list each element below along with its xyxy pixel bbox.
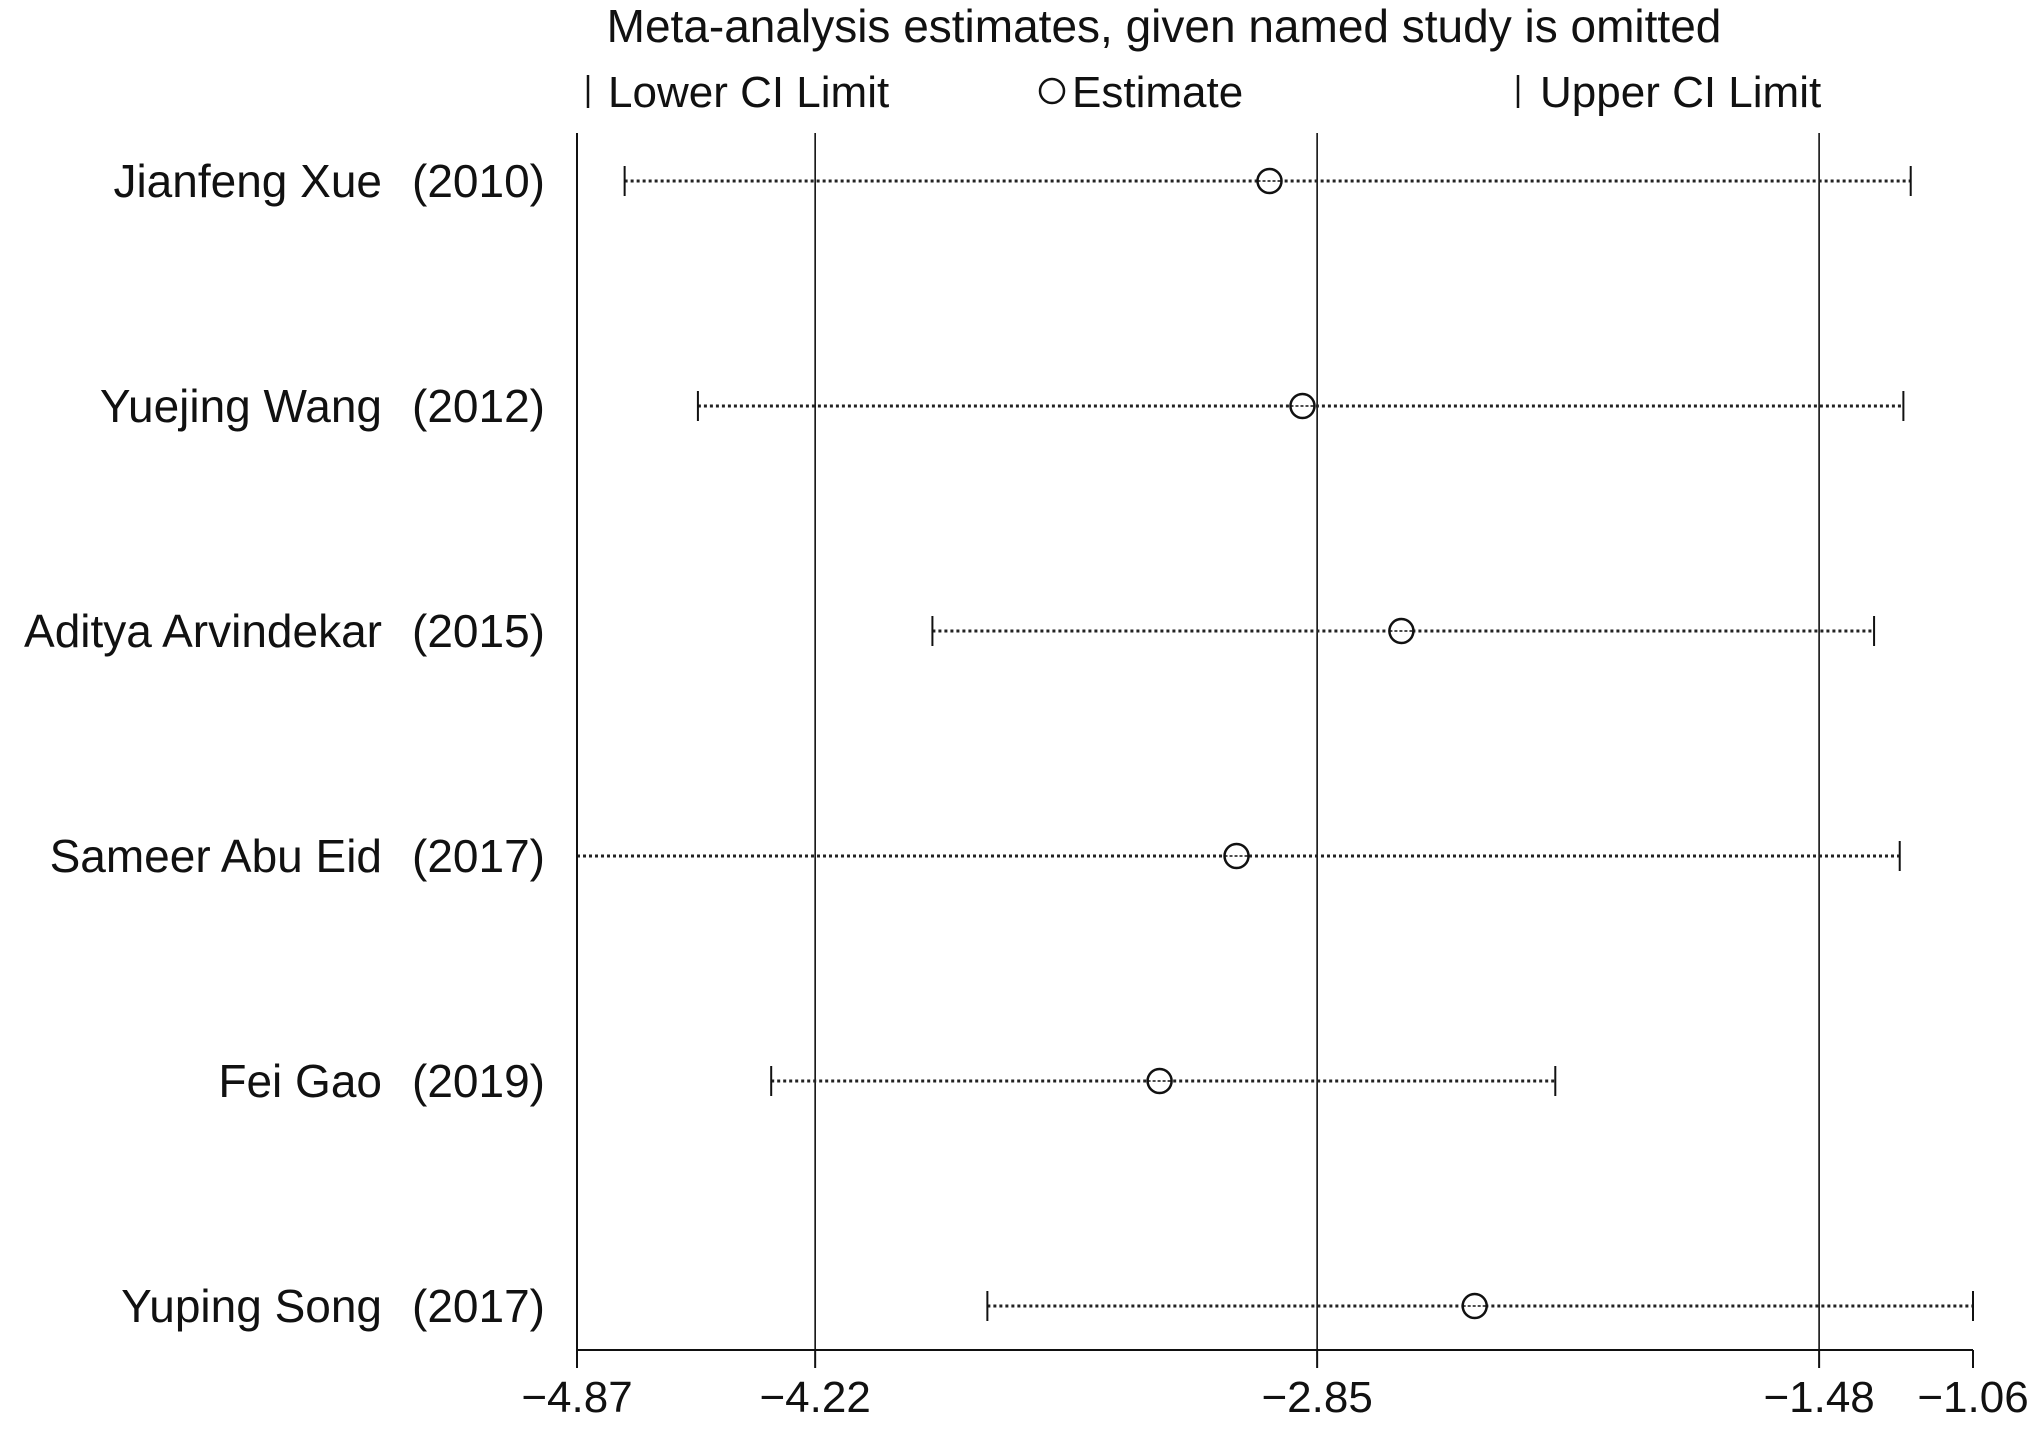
- study-year-label: (2017): [412, 1280, 545, 1332]
- study-year-label: (2019): [412, 1055, 545, 1107]
- legend-estimate-marker: [1038, 77, 1066, 105]
- legend-item: Estimate: [1038, 68, 1243, 117]
- study-row: [696, 391, 1905, 421]
- x-tick-label: −1.48: [1763, 1373, 1874, 1422]
- x-tick-label: −2.85: [1261, 1373, 1372, 1422]
- legend: Lower CI Limit Estimate Upper CI Limit: [586, 68, 1821, 117]
- study-row: [623, 166, 1912, 196]
- study-row: [770, 1066, 1557, 1096]
- study-year-label: (2012): [412, 380, 545, 432]
- legend-label: Lower CI Limit: [608, 68, 889, 117]
- study-name-label: Yuejing Wang: [100, 380, 382, 432]
- legend-label: Estimate: [1072, 68, 1243, 117]
- legend-item: Lower CI Limit: [586, 68, 889, 117]
- chart-title: Meta-analysis estimates, given named stu…: [607, 0, 1722, 52]
- study-row: [931, 616, 1876, 646]
- study-name-label: Yuping Song: [121, 1280, 382, 1332]
- study-name-label: Fei Gao: [218, 1055, 382, 1107]
- study-name-label: Jianfeng Xue: [113, 155, 382, 207]
- study-name-label: Aditya Arvindekar: [24, 605, 382, 657]
- legend-label: Upper CI Limit: [1540, 68, 1821, 117]
- study-year-label: (2010): [412, 155, 545, 207]
- study-year-label: (2015): [412, 605, 545, 657]
- study-name-label: Sameer Abu Eid: [50, 830, 382, 882]
- study-row: [576, 841, 1901, 871]
- study-row: [986, 1291, 1974, 1321]
- x-tick-label: −4.22: [759, 1373, 870, 1422]
- x-tick-label: −4.87: [521, 1373, 632, 1422]
- plot-area: [576, 133, 1974, 1351]
- study-labels: Jianfeng Xue (2010) Yuejing Wang (2012) Adit…: [24, 155, 545, 1332]
- x-axis: −4.87 −4.22 −2.85 −1.48 −1.06: [521, 1350, 2029, 1422]
- x-tick-label: −1.06: [1917, 1373, 2028, 1422]
- legend-item: Upper CI Limit: [1516, 68, 1821, 117]
- study-year-label: (2017): [412, 830, 545, 882]
